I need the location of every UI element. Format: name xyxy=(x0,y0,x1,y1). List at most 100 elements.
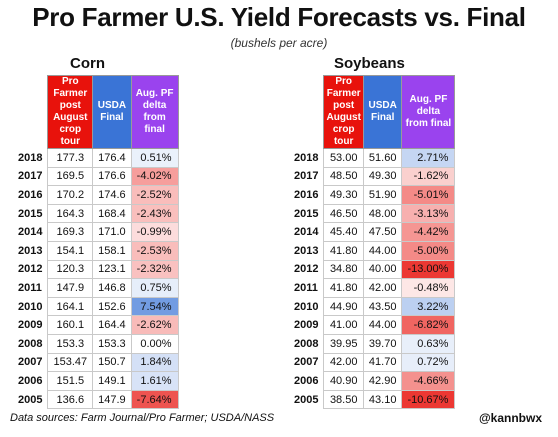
soybeans-row-2012: 2012 34.80 40.00 -13.00% xyxy=(294,259,456,280)
corn-delta-cell: -2.32% xyxy=(130,259,179,280)
soybeans-pf-cell: 53.00 xyxy=(323,148,364,168)
corn-row-2012: 2012 120.3 123.1 -2.32% xyxy=(18,259,179,280)
corn-year-cell: 2014 xyxy=(18,226,43,239)
soybeans-row-2007: 2007 42.00 41.70 0.72% xyxy=(294,352,456,373)
corn-table: Pro Farmer post August crop tour USDA Fi… xyxy=(18,75,179,410)
corn-row-2014: 2014 169.3 171.0 -0.99% xyxy=(18,222,179,242)
soybeans-delta-cell: -13.00% xyxy=(401,259,456,280)
corn-row-2007: 2007 153.47 150.7 1.84% xyxy=(18,352,179,373)
corn-usda-cell: 150.7 xyxy=(92,352,132,373)
soybeans-usda-cell: 40.00 xyxy=(362,259,403,280)
corn-year-cell: 2006 xyxy=(18,374,43,387)
soybeans-usda-cell: 51.60 xyxy=(362,148,403,168)
soybeans-delta-cell: -6.82% xyxy=(401,315,456,335)
corn-header-row: Pro Farmer post August crop tour USDA Fi… xyxy=(18,75,179,149)
corn-pf-cell: 177.3 xyxy=(47,148,94,168)
soybeans-row-2009: 2009 41.00 44.00 -6.82% xyxy=(294,315,456,335)
corn-year-cell: 2008 xyxy=(18,337,43,350)
corn-year-cell: 2013 xyxy=(18,244,43,257)
soybeans-header-blank xyxy=(294,75,324,149)
soybeans-delta-cell: -1.62% xyxy=(401,166,456,187)
corn-usda-cell: 147.9 xyxy=(92,389,132,410)
corn-year-cell: 2015 xyxy=(18,207,43,220)
soybeans-usda-cell: 51.90 xyxy=(362,185,403,205)
soybeans-panel-title: Soybeans xyxy=(334,55,405,72)
soybeans-delta-cell: -4.66% xyxy=(401,371,456,391)
soybeans-row-2005: 2005 38.50 43.10 -10.67% xyxy=(294,389,456,410)
corn-year-cell: 2018 xyxy=(18,151,43,164)
corn-header-blank xyxy=(18,75,48,149)
soybeans-header-delta: Aug. PF delta from final xyxy=(401,75,456,149)
soybeans-pf-cell: 45.40 xyxy=(323,222,364,242)
corn-year-cell: 2005 xyxy=(18,393,43,406)
corn-usda-cell: 158.1 xyxy=(92,240,132,261)
soybeans-usda-cell: 39.70 xyxy=(362,333,403,354)
soybeans-delta-cell: -5.01% xyxy=(401,185,456,205)
soybeans-table: Pro Farmer post August crop tour USDA Fi… xyxy=(294,75,456,410)
data-sources-note: Data sources: Farm Journal/Pro Farmer; U… xyxy=(10,412,275,424)
corn-delta-cell: -2.62% xyxy=(130,315,179,335)
soybeans-pf-cell: 44.90 xyxy=(323,296,364,317)
soybeans-pf-cell: 34.80 xyxy=(323,259,364,280)
corn-row-2008: 2008 153.3 153.3 0.00% xyxy=(18,333,179,354)
soybeans-row-2015: 2015 46.50 48.00 -3.13% xyxy=(294,203,456,224)
soybeans-year-cell: 2012 xyxy=(294,263,319,276)
corn-delta-cell: 0.00% xyxy=(130,333,179,354)
corn-usda-cell: 146.8 xyxy=(92,278,132,298)
corn-row-2018: 2018 177.3 176.4 0.51% xyxy=(18,148,179,168)
corn-year-cell: 2016 xyxy=(18,188,43,201)
soybeans-usda-cell: 47.50 xyxy=(362,222,403,242)
corn-row-2010: 2010 164.1 152.6 7.54% xyxy=(18,296,179,317)
corn-delta-cell: 7.54% xyxy=(130,296,179,317)
corn-usda-cell: 168.4 xyxy=(92,203,132,224)
soybeans-usda-cell: 42.00 xyxy=(362,278,403,298)
corn-row-2017: 2017 169.5 176.6 -4.02% xyxy=(18,166,179,187)
soybeans-row-2010: 2010 44.90 43.50 3.22% xyxy=(294,296,456,317)
corn-panel-title: Corn xyxy=(70,55,105,72)
soybeans-delta-cell: -10.67% xyxy=(401,389,456,410)
soybeans-row-2011: 2011 41.80 42.00 -0.48% xyxy=(294,278,456,298)
corn-pf-cell: 136.6 xyxy=(47,389,94,410)
soybeans-pf-cell: 41.00 xyxy=(323,315,364,335)
corn-usda-cell: 153.3 xyxy=(92,333,132,354)
corn-delta-cell: 1.84% xyxy=(130,352,179,373)
soybeans-delta-cell: 2.71% xyxy=(401,148,456,168)
soybeans-row-2006: 2006 40.90 42.90 -4.66% xyxy=(294,371,456,391)
soybeans-header-usda: USDA Final xyxy=(362,75,403,149)
soybeans-delta-cell: 3.22% xyxy=(401,296,456,317)
soybeans-pf-cell: 41.80 xyxy=(323,278,364,298)
corn-row-2006: 2006 151.5 149.1 1.61% xyxy=(18,371,179,391)
corn-usda-cell: 149.1 xyxy=(92,371,132,391)
soybeans-usda-cell: 43.10 xyxy=(362,389,403,410)
soybeans-year-cell: 2016 xyxy=(294,188,319,201)
corn-table-body: 2018 177.3 176.4 0.51% 2017 169.5 176.6 -4.02% 2… xyxy=(18,148,179,410)
soybeans-year-cell: 2018 xyxy=(294,151,319,164)
corn-usda-cell: 164.4 xyxy=(92,315,132,335)
soybeans-usda-cell: 44.00 xyxy=(362,240,403,261)
corn-delta-cell: -7.64% xyxy=(130,389,179,410)
soybeans-usda-cell: 42.90 xyxy=(362,371,403,391)
corn-delta-cell: -2.43% xyxy=(130,203,179,224)
soybeans-year-cell: 2009 xyxy=(294,319,319,332)
corn-row-2009: 2009 160.1 164.4 -2.62% xyxy=(18,315,179,335)
corn-delta-cell: -4.02% xyxy=(130,166,179,187)
soybeans-year-cell: 2010 xyxy=(294,300,319,313)
soybeans-year-cell: 2005 xyxy=(294,393,319,406)
soybeans-pf-cell: 46.50 xyxy=(323,203,364,224)
corn-pf-cell: 160.1 xyxy=(47,315,94,335)
soybeans-year-cell: 2014 xyxy=(294,226,319,239)
corn-row-2013: 2013 154.1 158.1 -2.53% xyxy=(18,240,179,261)
soybeans-row-2014: 2014 45.40 47.50 -4.42% xyxy=(294,222,456,242)
soybeans-delta-cell: 0.63% xyxy=(401,333,456,354)
soybeans-row-2016: 2016 49.30 51.90 -5.01% xyxy=(294,185,456,205)
corn-year-cell: 2017 xyxy=(18,170,43,183)
corn-pf-cell: 164.3 xyxy=(47,203,94,224)
corn-usda-cell: 152.6 xyxy=(92,296,132,317)
soybeans-delta-cell: -4.42% xyxy=(401,222,456,242)
corn-usda-cell: 171.0 xyxy=(92,222,132,242)
corn-delta-cell: -2.53% xyxy=(130,240,179,261)
corn-header-usda: USDA Final xyxy=(92,75,132,149)
soybeans-delta-cell: 0.72% xyxy=(401,352,456,373)
corn-delta-cell: 0.51% xyxy=(130,148,179,168)
soybeans-usda-cell: 44.00 xyxy=(362,315,403,335)
